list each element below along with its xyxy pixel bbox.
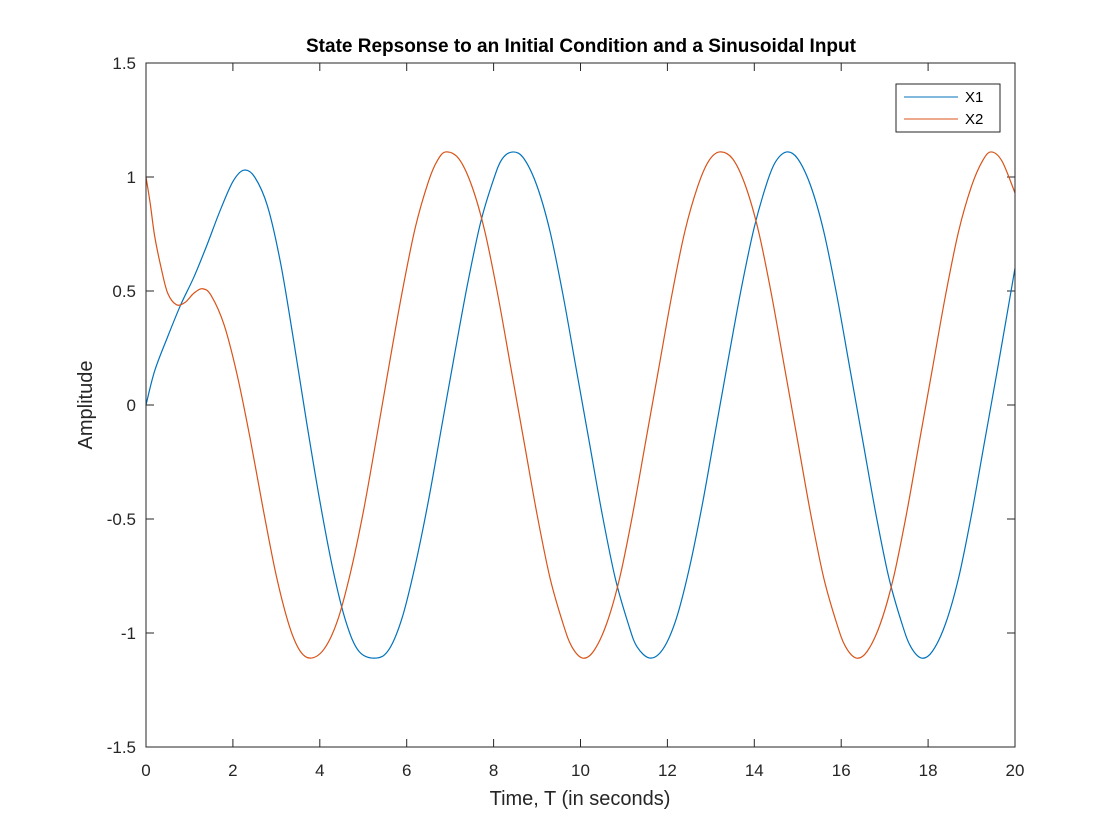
- y-tick-label: 1: [127, 168, 136, 187]
- y-tick-label: 1.5: [112, 54, 136, 73]
- chart-title: State Repsonse to an Initial Condition a…: [306, 36, 857, 57]
- x-tick-label: 2: [228, 761, 237, 780]
- series-layer: [145, 151, 1016, 659]
- y-tick-label: -0.5: [107, 510, 136, 529]
- y-axis-label: Amplitude: [75, 361, 97, 450]
- x-tick-label: 12: [658, 761, 677, 780]
- plot-area: [146, 63, 1015, 747]
- y-tick-labels: -1.5 -1 -0.5 0 0.5 1 1.5: [107, 54, 136, 757]
- y-tick-label: 0.5: [112, 282, 136, 301]
- x-tick-label: 18: [919, 761, 938, 780]
- y-tick-label: 0: [127, 396, 136, 415]
- legend-label-x1: X1: [965, 89, 983, 106]
- x-tick-label: 4: [315, 761, 324, 780]
- x-tick-label: 16: [832, 761, 851, 780]
- x-tick-label: 20: [1006, 761, 1025, 780]
- plot-frame: [145, 62, 1016, 748]
- legend-box: [895, 83, 1001, 133]
- series-line-x1: [145, 151, 1016, 659]
- series-line-x2: [145, 151, 1016, 659]
- x-tick-labels: 0 2 4 6 8 10 12 14 16 18 20: [141, 761, 1024, 780]
- legend: X1 X2: [895, 83, 1001, 133]
- y-tick-label: -1: [121, 624, 136, 643]
- x-tick-label: 6: [402, 761, 411, 780]
- x-tick-label: 10: [571, 761, 590, 780]
- legend-label-x2: X2: [965, 111, 983, 128]
- y-tick-label: -1.5: [107, 738, 136, 757]
- x-tick-label: 14: [745, 761, 764, 780]
- x-tick-label: 0: [141, 761, 150, 780]
- x-axis-label: Time, T (in seconds): [490, 788, 671, 810]
- x-tick-label: 8: [489, 761, 498, 780]
